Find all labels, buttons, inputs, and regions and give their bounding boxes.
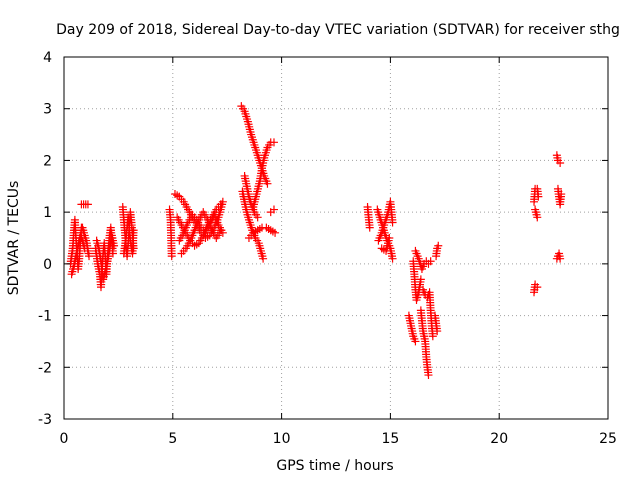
data-point (269, 138, 278, 147)
data-point (533, 283, 542, 292)
y-tick-label: 4 (43, 50, 52, 66)
data-point (83, 200, 92, 209)
data-point (216, 200, 225, 209)
data-point (110, 241, 119, 250)
axis-ticks (63, 56, 609, 420)
y-tick-label: -2 (38, 360, 52, 376)
data-point (259, 254, 268, 263)
y-tick-label: 3 (43, 102, 52, 118)
data-point (167, 252, 176, 261)
data-point (216, 226, 225, 235)
data-point (253, 213, 262, 222)
y-tick-label: -3 (38, 412, 52, 428)
data-point (416, 275, 425, 284)
x-tick-label: 5 (168, 431, 177, 447)
data-point (556, 254, 565, 263)
y-tick-label: 0 (43, 257, 52, 273)
data-point (534, 192, 543, 201)
data-point (426, 257, 435, 266)
data-point (424, 371, 433, 380)
data-point (428, 332, 437, 341)
x-tick-label: 10 (273, 431, 291, 447)
y-tick-label: 1 (43, 205, 52, 221)
data-point (129, 226, 138, 235)
x-tick-label: 20 (490, 431, 508, 447)
x-tick-labels: 0 5 10 15 20 25 (60, 431, 617, 447)
data-point (385, 234, 394, 242)
data-point (269, 205, 278, 214)
x-tick-label: 0 (60, 431, 69, 447)
chart-title: Day 209 of 2018, Sidereal Day-to-day VTE… (56, 22, 620, 38)
y-tick-label: -1 (38, 309, 52, 325)
y-tick-label: 2 (43, 153, 52, 169)
data-point (388, 218, 397, 227)
data-markers (66, 102, 566, 380)
x-tick-label: 25 (599, 431, 617, 447)
data-point (556, 159, 565, 168)
data-point (411, 337, 420, 346)
data-point (263, 179, 272, 188)
data-point (85, 252, 94, 261)
data-point (271, 228, 280, 237)
y-axis-label: SDTVAR / TECUs (6, 181, 22, 296)
data-point (434, 241, 443, 250)
x-axis-label: GPS time / hours (276, 458, 393, 474)
plot-frame (63, 56, 609, 420)
y-tick-labels: -3 -2 -1 0 1 2 3 4 (38, 50, 52, 428)
data-point (388, 254, 397, 263)
grid-lines (64, 57, 608, 419)
data-point (557, 190, 566, 199)
data-point (365, 223, 374, 232)
data-point (433, 327, 442, 336)
x-tick-label: 15 (381, 431, 399, 447)
data-point (533, 213, 542, 222)
